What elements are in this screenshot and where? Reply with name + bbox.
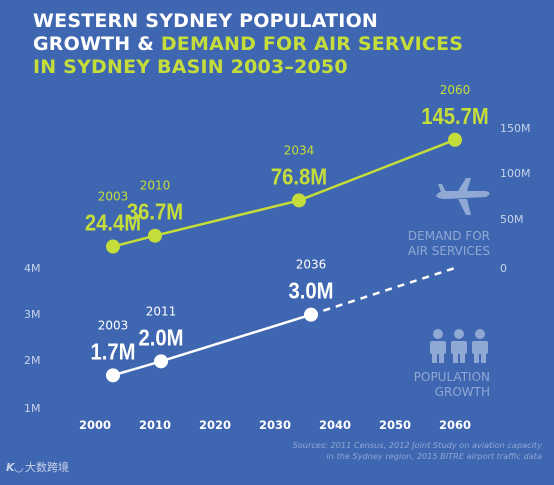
right-axis-tick-label: 0 [500,262,507,275]
source-line-1: Sources: 2011 Census, 2012 Joint Study o… [292,440,542,450]
title-line-2-white: GROWTH & [33,33,154,55]
air-services-value-label: 76.8M [271,163,327,190]
x-tick-label: 2000 [79,418,111,432]
air-services-value-label: 24.4M [85,209,141,236]
brand-logo-icon: K◡ [6,461,23,474]
x-tick-label: 2020 [199,418,231,432]
title-line-1: WESTERN SYDNEY POPULATION [33,10,379,32]
air-services-axis-label: AIR SERVICES [408,244,490,258]
source-note: Sources: 2011 Census, 2012 Joint Study o… [240,440,542,462]
population-point [154,354,168,369]
right-axis-tick-label: 50M [500,213,524,226]
left-axis-tick-label: 1M [24,402,41,415]
air-services-value-label: 145.7M [421,103,488,130]
right-axis-tick-label: 150M [500,122,531,135]
air-services-year-label: 2034 [284,143,315,157]
x-tick-label: 2010 [139,418,171,432]
population-year-label: 2036 [296,258,327,272]
x-tick-label: 2050 [379,418,411,432]
x-tick-label: 2030 [259,418,291,432]
population-value-label: 2.0M [139,324,184,351]
chart-title: WESTERN SYDNEY POPULATION GROWTH & DEMAN… [33,10,543,79]
airplane-icon [436,178,490,215]
brand-text: 大数跨境 [24,461,69,474]
brand-watermark: K◡ 大数跨境 [6,461,69,475]
air-services-point [106,239,120,254]
air-services-value-label: 36.7M [127,198,183,225]
air-services-point [448,132,462,147]
source-line-2: in the Sydney region, 2015 BITRE airport… [326,451,542,461]
title-line-2-green: DEMAND FOR AIR SERVICES [160,33,464,55]
population-value-label: 1.7M [91,338,136,365]
air-services-year-label: 2003 [98,190,129,204]
left-axis-tick-label: 2M [24,354,41,367]
air-services-point [148,228,162,243]
population-point [304,307,318,322]
right-axis-tick-label: 100M [500,167,531,180]
population-axis-label: POPULATION [414,370,490,384]
air-services-line [112,138,456,248]
left-axis-tick-label: 4M [24,262,41,275]
x-tick-label: 2060 [439,418,471,432]
people-icon [430,329,488,363]
population-year-label: 2011 [146,304,177,318]
population-point [106,368,120,383]
air-services-year-label: 2010 [140,179,171,193]
population-year-label: 2003 [98,318,129,332]
air-services-point [292,193,306,208]
population-value-label: 3.0M [289,277,334,304]
air-services-year-label: 2060 [440,83,471,97]
x-tick-label: 2040 [319,418,351,432]
air-services-axis-label: DEMAND FOR [408,229,490,243]
population-axis-label: GROWTH [435,385,490,399]
left-axis-tick-label: 3M [24,308,41,321]
title-line-3: IN SYDNEY BASIN 2003–2050 [33,56,348,78]
